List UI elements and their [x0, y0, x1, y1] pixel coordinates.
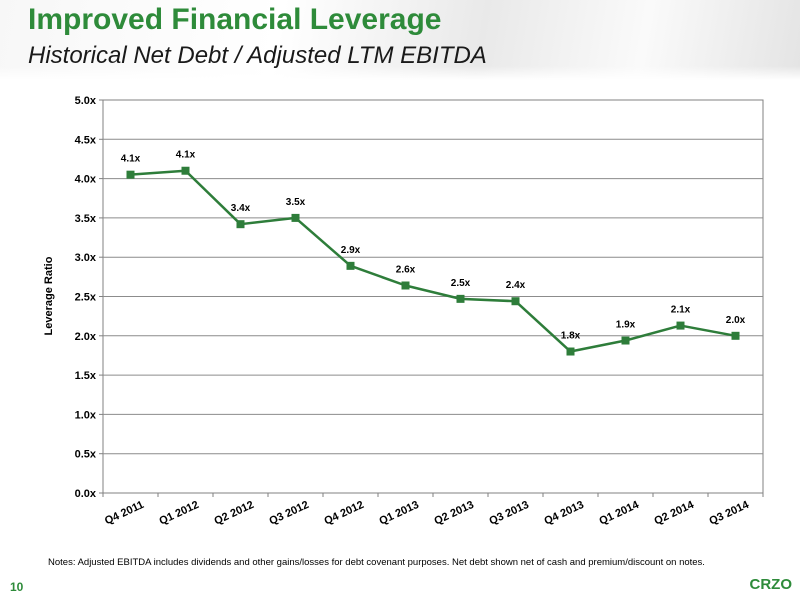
data-point — [676, 321, 685, 330]
data-point — [566, 347, 575, 356]
data-point — [621, 336, 630, 345]
y-tick-label: 1.0x — [75, 409, 97, 421]
x-tick-label: Q4 2013 — [542, 499, 585, 528]
data-label: 2.9x — [341, 245, 361, 256]
page-number: 10 — [10, 580, 24, 594]
y-tick-label: 3.0x — [75, 252, 97, 264]
x-tick-label: Q3 2014 — [707, 498, 751, 527]
data-label: 2.4x — [506, 280, 526, 291]
y-tick-label: 0.5x — [75, 449, 97, 461]
y-tick-label: 4.0x — [75, 174, 97, 186]
y-tick-label: 5.0x — [75, 95, 97, 107]
y-tick-label: 0.0x — [75, 488, 97, 500]
x-tick-label: Q3 2013 — [487, 499, 530, 528]
data-point — [126, 170, 135, 179]
data-labels: 4.1x 4.1x 3.4x 3.5x 2.9x 2.6x 2.5x 2.4x 1.8x 1.9x… — [121, 150, 746, 342]
x-tick-label: Q1 2012 — [157, 499, 200, 528]
data-point — [511, 297, 520, 306]
data-label: 3.4x — [231, 203, 251, 214]
series-line — [130, 169, 736, 353]
y-tick-label: 1.5x — [75, 370, 97, 382]
page-title: Improved Financial Leverage — [28, 3, 442, 36]
company-ticker: CRZO — [749, 576, 793, 593]
data-point — [236, 220, 245, 229]
y-tick-label: 3.5x — [75, 213, 97, 225]
y-axis-label: Leverage Ratio — [43, 256, 55, 335]
data-point — [731, 331, 740, 340]
data-label: 2.6x — [396, 264, 416, 275]
x-tick-label: Q2 2014 — [652, 498, 696, 527]
data-label: 1.8x — [561, 331, 581, 342]
data-point — [401, 281, 410, 290]
data-point — [291, 213, 300, 222]
x-tick-label: Q1 2013 — [377, 499, 420, 528]
x-tick-label: Q4 2012 — [322, 499, 365, 528]
x-tick-label: Q2 2012 — [212, 499, 255, 528]
x-tick-label: Q2 2013 — [432, 499, 475, 528]
data-label: 1.9x — [616, 320, 636, 331]
x-tick-label: Q1 2014 — [597, 498, 641, 527]
data-point — [181, 166, 190, 175]
x-tick-label: Q4 2011 — [103, 499, 146, 527]
footnote: Notes: Adjusted EBITDA includes dividend… — [48, 557, 705, 568]
gridlines — [103, 138, 763, 455]
y-axis-ticks: 0.0x 0.5x 1.0x 1.5x 2.0x 2.5x 3.0x 3.5x 4.0x 4.5x… — [75, 95, 103, 500]
page-subtitle: Historical Net Debt / Adjusted LTM EBITD… — [28, 42, 487, 69]
data-point — [456, 294, 465, 303]
header-background — [0, 0, 800, 80]
y-tick-label: 2.5x — [75, 292, 97, 304]
x-tick-label: Q3 2012 — [267, 499, 310, 528]
data-point — [346, 261, 355, 270]
data-label: 3.5x — [286, 197, 306, 208]
y-tick-label: 2.0x — [75, 331, 97, 343]
data-label: 2.0x — [726, 315, 746, 326]
series-leverage — [126, 166, 740, 356]
data-label: 2.1x — [671, 305, 691, 316]
data-label: 4.1x — [176, 150, 196, 161]
x-axis-ticks: Q4 2011 Q1 2012 Q2 2012 Q3 2012 Q4 2012 Q1 20… — [102, 493, 764, 528]
data-label: 4.1x — [121, 154, 141, 165]
leverage-line-chart: 0.0x 0.5x 1.0x 1.5x 2.0x 2.5x 3.0x 3.5x 4.0x 4.5x… — [43, 95, 764, 528]
data-label: 2.5x — [451, 278, 471, 289]
y-tick-label: 4.5x — [75, 134, 97, 146]
